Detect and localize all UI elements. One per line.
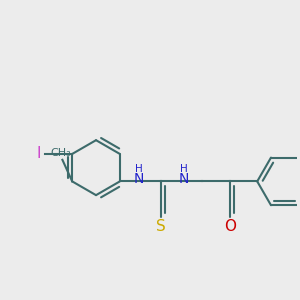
Text: N: N	[178, 172, 189, 186]
Text: S: S	[156, 219, 166, 234]
Text: I: I	[37, 146, 41, 161]
Text: N: N	[133, 172, 144, 186]
Text: H: H	[135, 164, 142, 174]
Text: CH₃: CH₃	[50, 148, 71, 158]
Text: O: O	[224, 219, 236, 234]
Text: H: H	[180, 164, 188, 174]
